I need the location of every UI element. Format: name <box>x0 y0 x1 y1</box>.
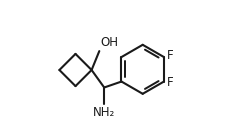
Text: NH₂: NH₂ <box>93 106 115 119</box>
Text: F: F <box>167 49 174 62</box>
Text: OH: OH <box>100 36 118 49</box>
Text: F: F <box>167 76 174 89</box>
